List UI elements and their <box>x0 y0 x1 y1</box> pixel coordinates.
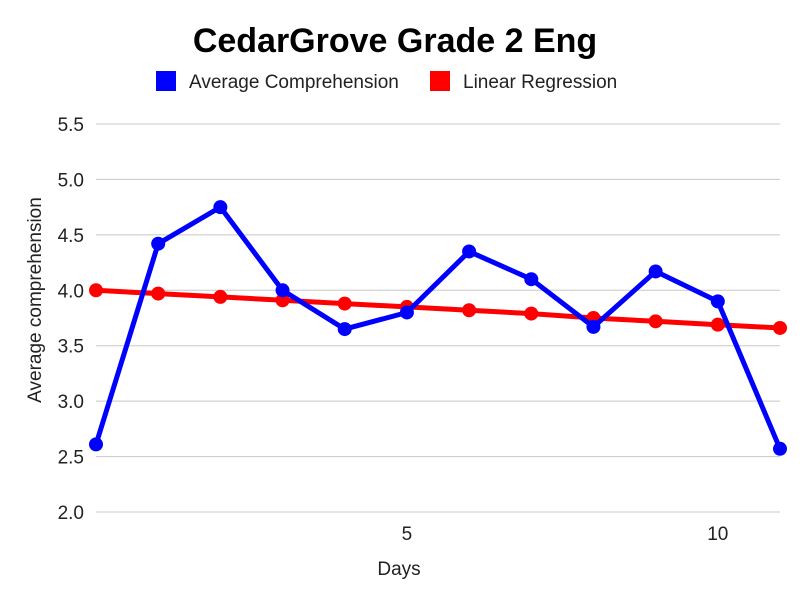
data-point <box>213 289 228 304</box>
data-point <box>89 437 103 452</box>
data-point <box>275 293 290 308</box>
data-point <box>337 322 352 337</box>
data-point <box>586 319 601 334</box>
y-tick-label: 5.5 <box>58 115 84 136</box>
data-point <box>399 305 414 320</box>
y-tick-label: 5.0 <box>58 170 84 191</box>
data-point <box>89 283 103 298</box>
series-linear-regression <box>89 283 787 335</box>
legend-label: Linear Regression <box>463 72 617 93</box>
data-point <box>524 272 539 287</box>
y-tick-label: 3.0 <box>58 392 84 413</box>
legend: Average Comprehension Linear Regression <box>156 71 617 93</box>
data-point <box>213 200 228 215</box>
data-point <box>462 244 477 259</box>
data-point <box>337 296 352 311</box>
data-point <box>151 236 166 251</box>
y-tick-label: 4.0 <box>58 281 84 302</box>
series-layer <box>89 200 787 456</box>
chart-title: CedarGrove Grade 2 Eng <box>193 22 597 60</box>
data-point <box>773 441 787 456</box>
data-point <box>648 314 663 329</box>
y-tick-label: 3.5 <box>58 337 84 358</box>
series-line <box>93 204 783 452</box>
gridlines <box>96 123 780 513</box>
data-point <box>524 306 539 321</box>
legend-item: Average Comprehension <box>156 71 399 93</box>
data-point <box>648 264 663 279</box>
y-axis-ticks: 2.0 2.5 3.0 3.5 4.0 4.5 5.0 5.5 <box>58 115 84 524</box>
legend-swatch <box>430 71 450 91</box>
y-tick-label: 4.5 <box>58 226 84 247</box>
data-point <box>773 320 787 335</box>
y-axis-label: Average comprehension <box>25 197 46 403</box>
data-point <box>275 283 290 298</box>
x-tick-label: 5 <box>402 524 413 545</box>
data-point <box>710 317 725 332</box>
legend-item: Linear Regression <box>430 71 617 93</box>
data-point <box>462 303 477 318</box>
data-point <box>710 294 725 309</box>
y-tick-label: 2.5 <box>58 448 84 469</box>
legend-swatch <box>156 71 176 91</box>
y-tick-label: 2.0 <box>58 503 84 524</box>
x-axis-ticks: 5 10 <box>402 524 729 545</box>
data-point <box>151 286 166 301</box>
x-axis-label: Days <box>377 559 420 580</box>
series-line <box>93 287 783 331</box>
series-average-comprehension <box>89 200 787 456</box>
x-tick-label: 10 <box>707 524 728 545</box>
legend-label: Average Comprehension <box>189 72 399 93</box>
